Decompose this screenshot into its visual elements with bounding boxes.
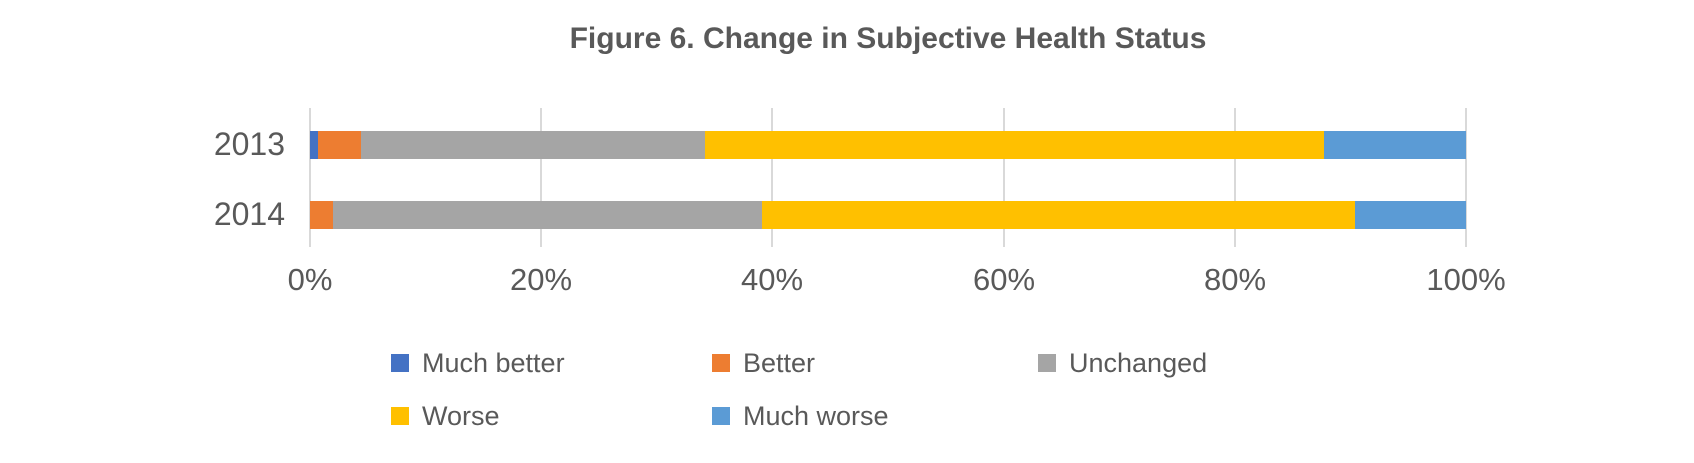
legend-swatch-worse [391,407,409,425]
bar-segment-unchanged [333,201,762,229]
legend-item-much-better: Much better [391,346,565,380]
gridline-80 [1233,108,1236,247]
x-tick-label-20: 20% [509,262,573,297]
legend-swatch-much-better [391,354,409,372]
gridline-40 [771,108,774,247]
legend-label-much-worse: Much worse [743,400,889,431]
chart-title: Figure 6. Change in Subjective Health St… [569,22,1207,55]
bar-segment-much-worse [1355,201,1466,229]
legend-swatch-unchanged [1038,354,1056,372]
category-label-2014: 2014 [213,196,285,232]
legend-item-worse: Worse [391,399,500,433]
x-tick-label-60: 60% [972,262,1036,297]
bar-segment-worse [705,131,1324,159]
legend-label-much-better: Much better [422,347,565,378]
legend-label-unchanged: Unchanged [1069,347,1208,378]
bar-segment-unchanged [360,131,706,159]
x-tick-label-0: 0% [287,262,333,297]
bar-segment-better [310,201,334,229]
bar-segment-worse [761,201,1355,229]
legend-item-better: Better [712,346,815,380]
bar-segment-much-better [310,131,319,159]
x-tick-label-80: 80% [1203,262,1267,297]
legend-label-worse: Worse [422,400,500,431]
legend-item-unchanged: Unchanged [1038,346,1207,380]
gridline-20 [540,108,543,247]
stacked-bar-2013 [310,131,1466,159]
gridline-0 [309,108,311,247]
legend-swatch-much-worse [712,407,730,425]
bar-segment-much-worse [1323,131,1466,159]
plot-area [309,108,1467,247]
gridline-60 [1002,108,1005,247]
legend-label-better: Better [743,347,816,378]
stacked-bar-2014 [310,201,1466,229]
category-label-2013: 2013 [213,126,285,162]
bar-segment-better [318,131,361,159]
x-tick-label-100: 100% [1426,262,1506,297]
legend-item-much-worse: Much worse [712,399,889,433]
gridline-100 [1465,108,1467,247]
legend-swatch-better [712,354,730,372]
x-tick-label-40: 40% [740,262,804,297]
